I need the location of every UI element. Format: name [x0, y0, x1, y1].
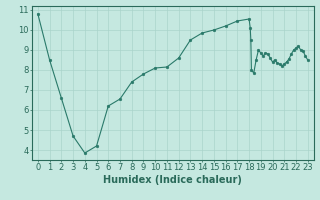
- X-axis label: Humidex (Indice chaleur): Humidex (Indice chaleur): [103, 175, 242, 185]
